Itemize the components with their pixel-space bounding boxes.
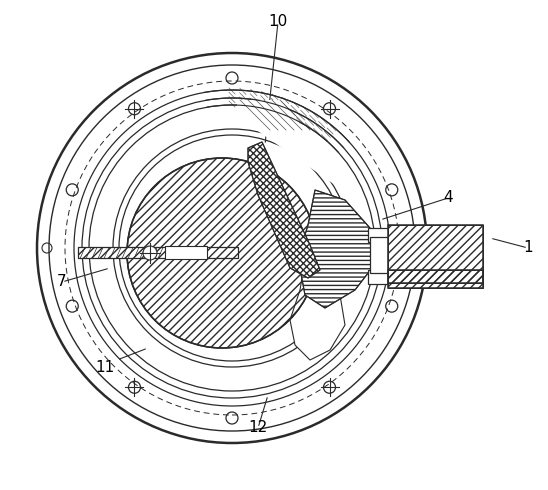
Circle shape xyxy=(32,48,432,448)
Bar xyxy=(78,247,238,259)
Text: 12: 12 xyxy=(248,420,267,436)
Polygon shape xyxy=(298,190,372,308)
Bar xyxy=(78,247,238,259)
Text: 4: 4 xyxy=(443,191,453,205)
Bar xyxy=(368,228,390,242)
Text: 10: 10 xyxy=(269,15,288,29)
Polygon shape xyxy=(290,260,345,360)
Bar xyxy=(388,270,483,288)
Bar xyxy=(388,225,483,283)
Polygon shape xyxy=(235,100,340,185)
Bar xyxy=(388,270,483,288)
Bar xyxy=(165,246,207,260)
Bar xyxy=(370,237,388,273)
Text: 11: 11 xyxy=(95,361,115,375)
Bar xyxy=(388,270,483,288)
Text: 7: 7 xyxy=(57,274,67,290)
Polygon shape xyxy=(248,142,320,278)
Bar xyxy=(368,270,390,284)
Circle shape xyxy=(127,158,317,348)
Circle shape xyxy=(143,246,157,260)
Bar xyxy=(388,225,483,283)
Bar xyxy=(388,225,483,283)
Text: 1: 1 xyxy=(523,241,533,255)
Bar xyxy=(78,247,238,259)
